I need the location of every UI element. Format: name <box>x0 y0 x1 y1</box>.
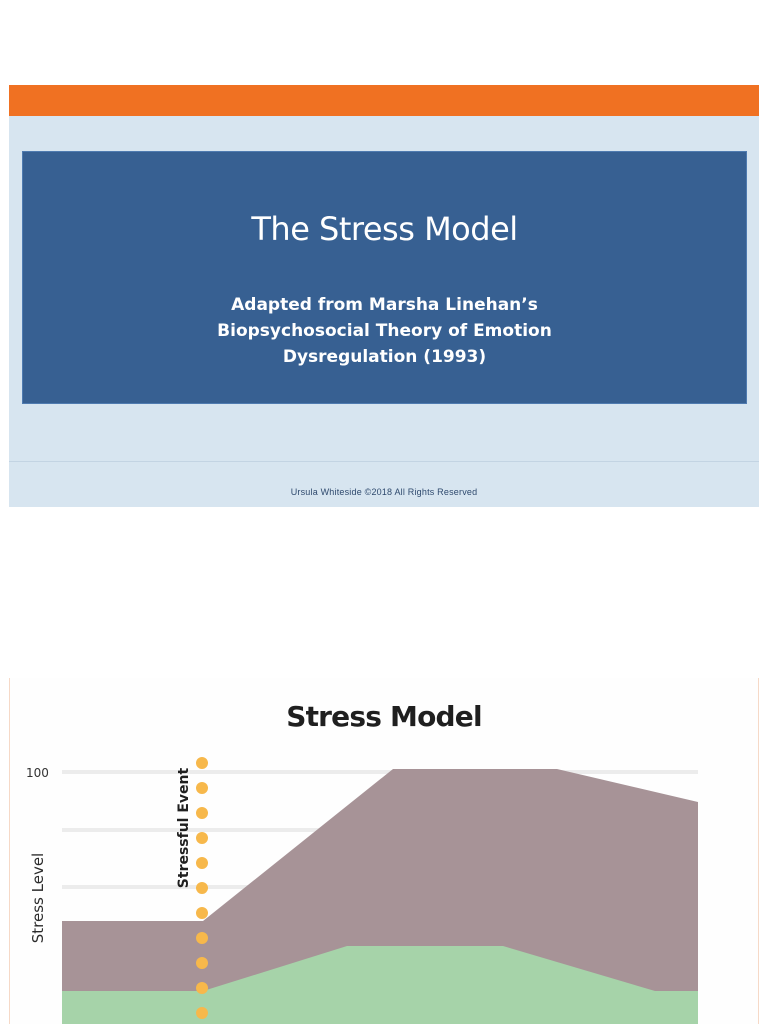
subtitle-line: Adapted from Marsha Linehan’s <box>231 295 538 315</box>
accent-bar <box>9 85 759 116</box>
slide-subtitle: Adapted from Marsha Linehan’s Biopsychos… <box>23 292 746 370</box>
slide-title: The Stress Model <box>251 210 518 248</box>
y-tick-100: 100 <box>26 766 49 780</box>
stressful-event-label: Stressful Event <box>176 767 192 889</box>
stressful-event-marker <box>196 757 208 1019</box>
title-slide: The Stress Model Adapted from Marsha Lin… <box>9 85 759 507</box>
baseline-area <box>62 946 698 1024</box>
subtitle-line: Biopsychosocial Theory of Emotion <box>217 321 552 341</box>
chart-title: Stress Model <box>286 700 482 733</box>
y-axis-label: Stress Level <box>29 852 47 944</box>
title-box: The Stress Model Adapted from Marsha Lin… <box>22 151 747 404</box>
copyright-footer: Ursula Whiteside ©2018 All Rights Reserv… <box>290 487 478 497</box>
divider <box>9 461 759 462</box>
subtitle-line: Dysregulation (1993) <box>282 347 487 367</box>
